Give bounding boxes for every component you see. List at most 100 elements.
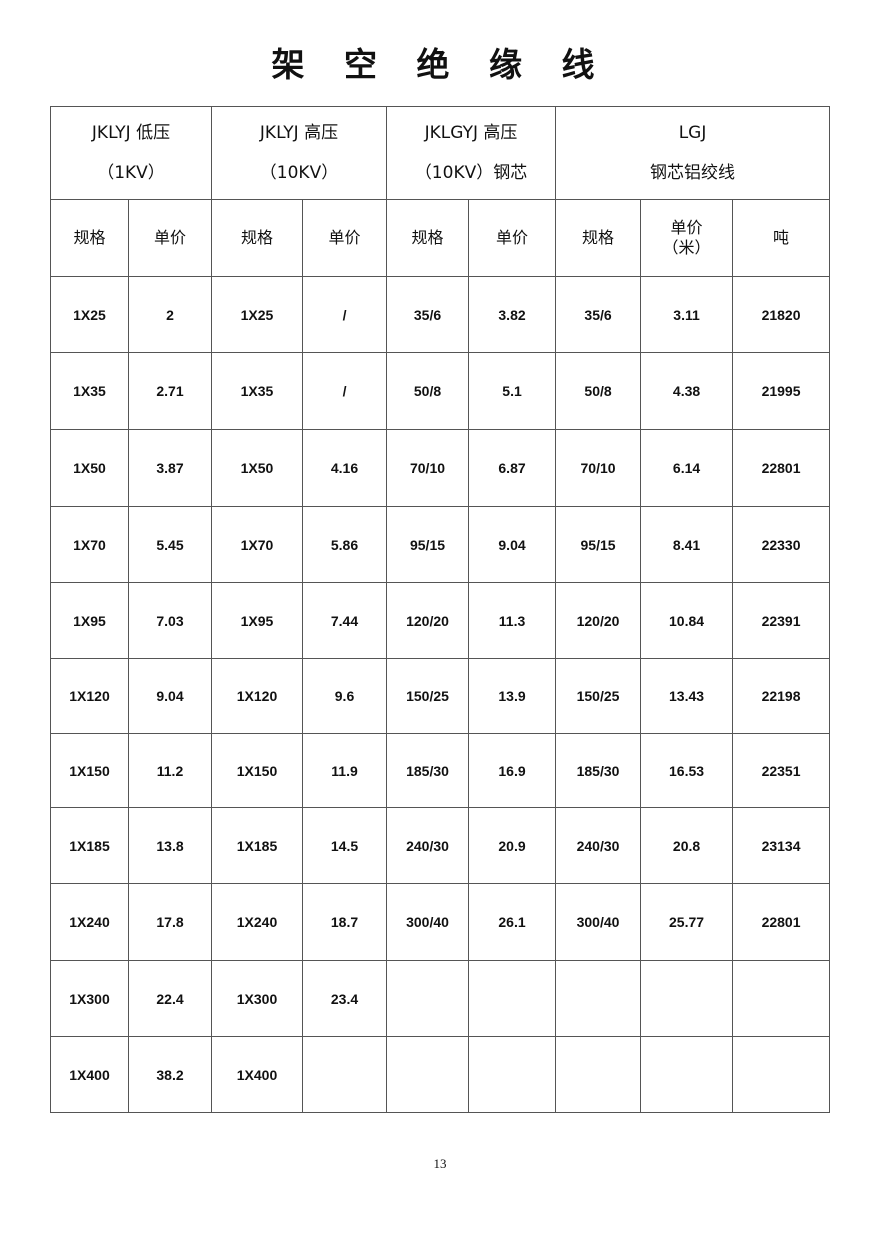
column-header-row: 规格 单价 规格 单价 规格 单价 规格 单价 （米）吨: [50, 199, 831, 277]
table-cell: 21820: [732, 276, 831, 353]
group-name: JKLYJ 低压: [91, 123, 171, 143]
group-voltage: （10KV）: [259, 163, 339, 183]
table-cell: 1X25: [50, 276, 129, 353]
table-cell: 1X35: [50, 352, 129, 430]
table-cell: 3.11: [640, 276, 734, 353]
table-cell: 21995: [732, 352, 831, 430]
table-cell: 1X400: [50, 1036, 129, 1113]
table-cell: 13.9: [468, 658, 557, 734]
table-cell: [732, 960, 831, 1037]
table-cell: 38.2: [128, 1036, 212, 1113]
table-cell: 70/10: [555, 429, 642, 507]
table-cell: 4.38: [640, 352, 734, 430]
table-cell: 1X35: [211, 352, 303, 430]
table-cell: 300/40: [555, 883, 642, 961]
table-cell: 2: [128, 276, 212, 353]
table-row: 1X35 2.71 1X35/50/8 5.1 50/8 4.38 21995: [50, 352, 831, 430]
table-cell: 1X150: [50, 733, 129, 808]
column-header: 规格: [50, 199, 129, 277]
table-cell: [640, 960, 734, 1037]
table-row: 1X95 7.03 1X95 7.44 120/20 11.3 120/20 10.84 223…: [50, 582, 831, 659]
table-cell: 3.82: [468, 276, 557, 353]
table-row: 1X185 13.8 1X185 14.5 240/30 20.9 240/30 20.8 23…: [50, 807, 831, 884]
table-cell: [468, 960, 557, 1037]
table-cell: 6.87: [468, 429, 557, 507]
table-cell: 185/30: [386, 733, 470, 808]
table-cell: 20.8: [640, 807, 734, 884]
table-cell: [555, 1036, 642, 1113]
table-cell: 4.16: [301, 429, 388, 507]
table-cell: 9.04: [468, 506, 557, 583]
table-cell: 9.6: [301, 658, 388, 734]
table-cell: 11.3: [468, 582, 557, 659]
table-cell: 7.03: [128, 582, 212, 659]
table-row: 1X400 38.2 1X400: [50, 1036, 831, 1113]
table-cell: [386, 1036, 470, 1113]
table-cell: 150/25: [555, 658, 642, 734]
column-header: 吨: [732, 199, 831, 277]
table-cell: 1X120: [50, 658, 129, 734]
table-cell: 16.9: [468, 733, 557, 808]
table-cell: 95/15: [555, 506, 642, 583]
table-cell: 5.45: [128, 506, 212, 583]
table-cell: 300/40: [386, 883, 470, 961]
table-cell: 95/15: [386, 506, 470, 583]
page-number: 13: [433, 1156, 447, 1171]
table-cell: 120/20: [386, 582, 470, 659]
table-cell: /: [301, 276, 388, 353]
table-cell: 5.86: [301, 506, 388, 583]
group-desc: 钢芯铝绞线: [650, 163, 736, 183]
table-cell: 1X95: [211, 582, 303, 659]
cable-price-table: JKLYJ 低压 （1KV） JKLYJ 高压 （10KV） JKLGYJ 高压 （1…: [50, 106, 831, 1113]
table-cell: 22.4: [128, 960, 212, 1037]
table-cell: 5.1: [468, 352, 557, 430]
table-cell: 14.5: [301, 807, 388, 884]
page-title: 架 空 绝 缘 线: [271, 45, 609, 84]
table-cell: 17.8: [128, 883, 212, 961]
table-cell: 13.8: [128, 807, 212, 884]
table-cell: 26.1: [468, 883, 557, 961]
table-cell: 50/8: [555, 352, 642, 430]
table-cell: 10.84: [640, 582, 734, 659]
table-cell: 18.7: [301, 883, 388, 961]
group-voltage: （10KV）钢芯: [414, 163, 528, 183]
column-header: 规格: [211, 199, 303, 277]
table-cell: 1X240: [211, 883, 303, 961]
group-name: JKLGYJ 高压: [424, 123, 518, 143]
table-cell: 1X400: [211, 1036, 303, 1113]
table-cell: 1X185: [50, 807, 129, 884]
table-cell: 22330: [732, 506, 831, 583]
table-cell: [732, 1036, 831, 1113]
group-header-lgj: LGJ 钢芯铝绞线: [555, 106, 831, 200]
table-row: 1X300 22.4 1X300 23.4: [50, 960, 831, 1037]
column-header: 单价 （米）: [640, 199, 734, 277]
table-cell: 16.53: [640, 733, 734, 808]
table-cell: 1X70: [211, 506, 303, 583]
table-cell: 1X95: [50, 582, 129, 659]
group-name: LGJ: [678, 123, 707, 143]
table-cell: 9.04: [128, 658, 212, 734]
group-header-jklgyj-high: JKLGYJ 高压 （10KV）钢芯: [386, 106, 557, 200]
table-cell: /: [301, 352, 388, 430]
table-row: 1X150 11.2 1X150 11.9 185/30 16.9 185/30 16.53 2…: [50, 733, 831, 808]
column-header: 单价: [128, 199, 212, 277]
table-row: 1X50 3.87 1X50 4.16 70/10 6.87 70/10 6.14 22801: [50, 429, 831, 507]
table-cell: 13.43: [640, 658, 734, 734]
table-cell: [301, 1036, 388, 1113]
column-header: 规格: [386, 199, 470, 277]
table-cell: 1X150: [211, 733, 303, 808]
column-header: 单价: [301, 199, 388, 277]
table-row: 1X25 2 1X25/35/6 3.82 35/6 3.11 21820: [50, 276, 831, 353]
table-cell: 22351: [732, 733, 831, 808]
table-cell: 11.9: [301, 733, 388, 808]
table-cell: 1X300: [211, 960, 303, 1037]
table-cell: 1X300: [50, 960, 129, 1037]
table-cell: 23.4: [301, 960, 388, 1037]
table-cell: 1X185: [211, 807, 303, 884]
table-cell: 70/10: [386, 429, 470, 507]
table-cell: [468, 1036, 557, 1113]
table-row: 1X70 5.45 1X70 5.86 95/15 9.04 95/15 8.41 22330: [50, 506, 831, 583]
table-cell: 1X50: [211, 429, 303, 507]
group-header-jklyj-high: JKLYJ 高压 （10KV）: [210, 106, 388, 200]
table-row: 1X240 17.8 1X240 18.7 300/40 26.1 300/40 25.77 2…: [50, 883, 831, 961]
